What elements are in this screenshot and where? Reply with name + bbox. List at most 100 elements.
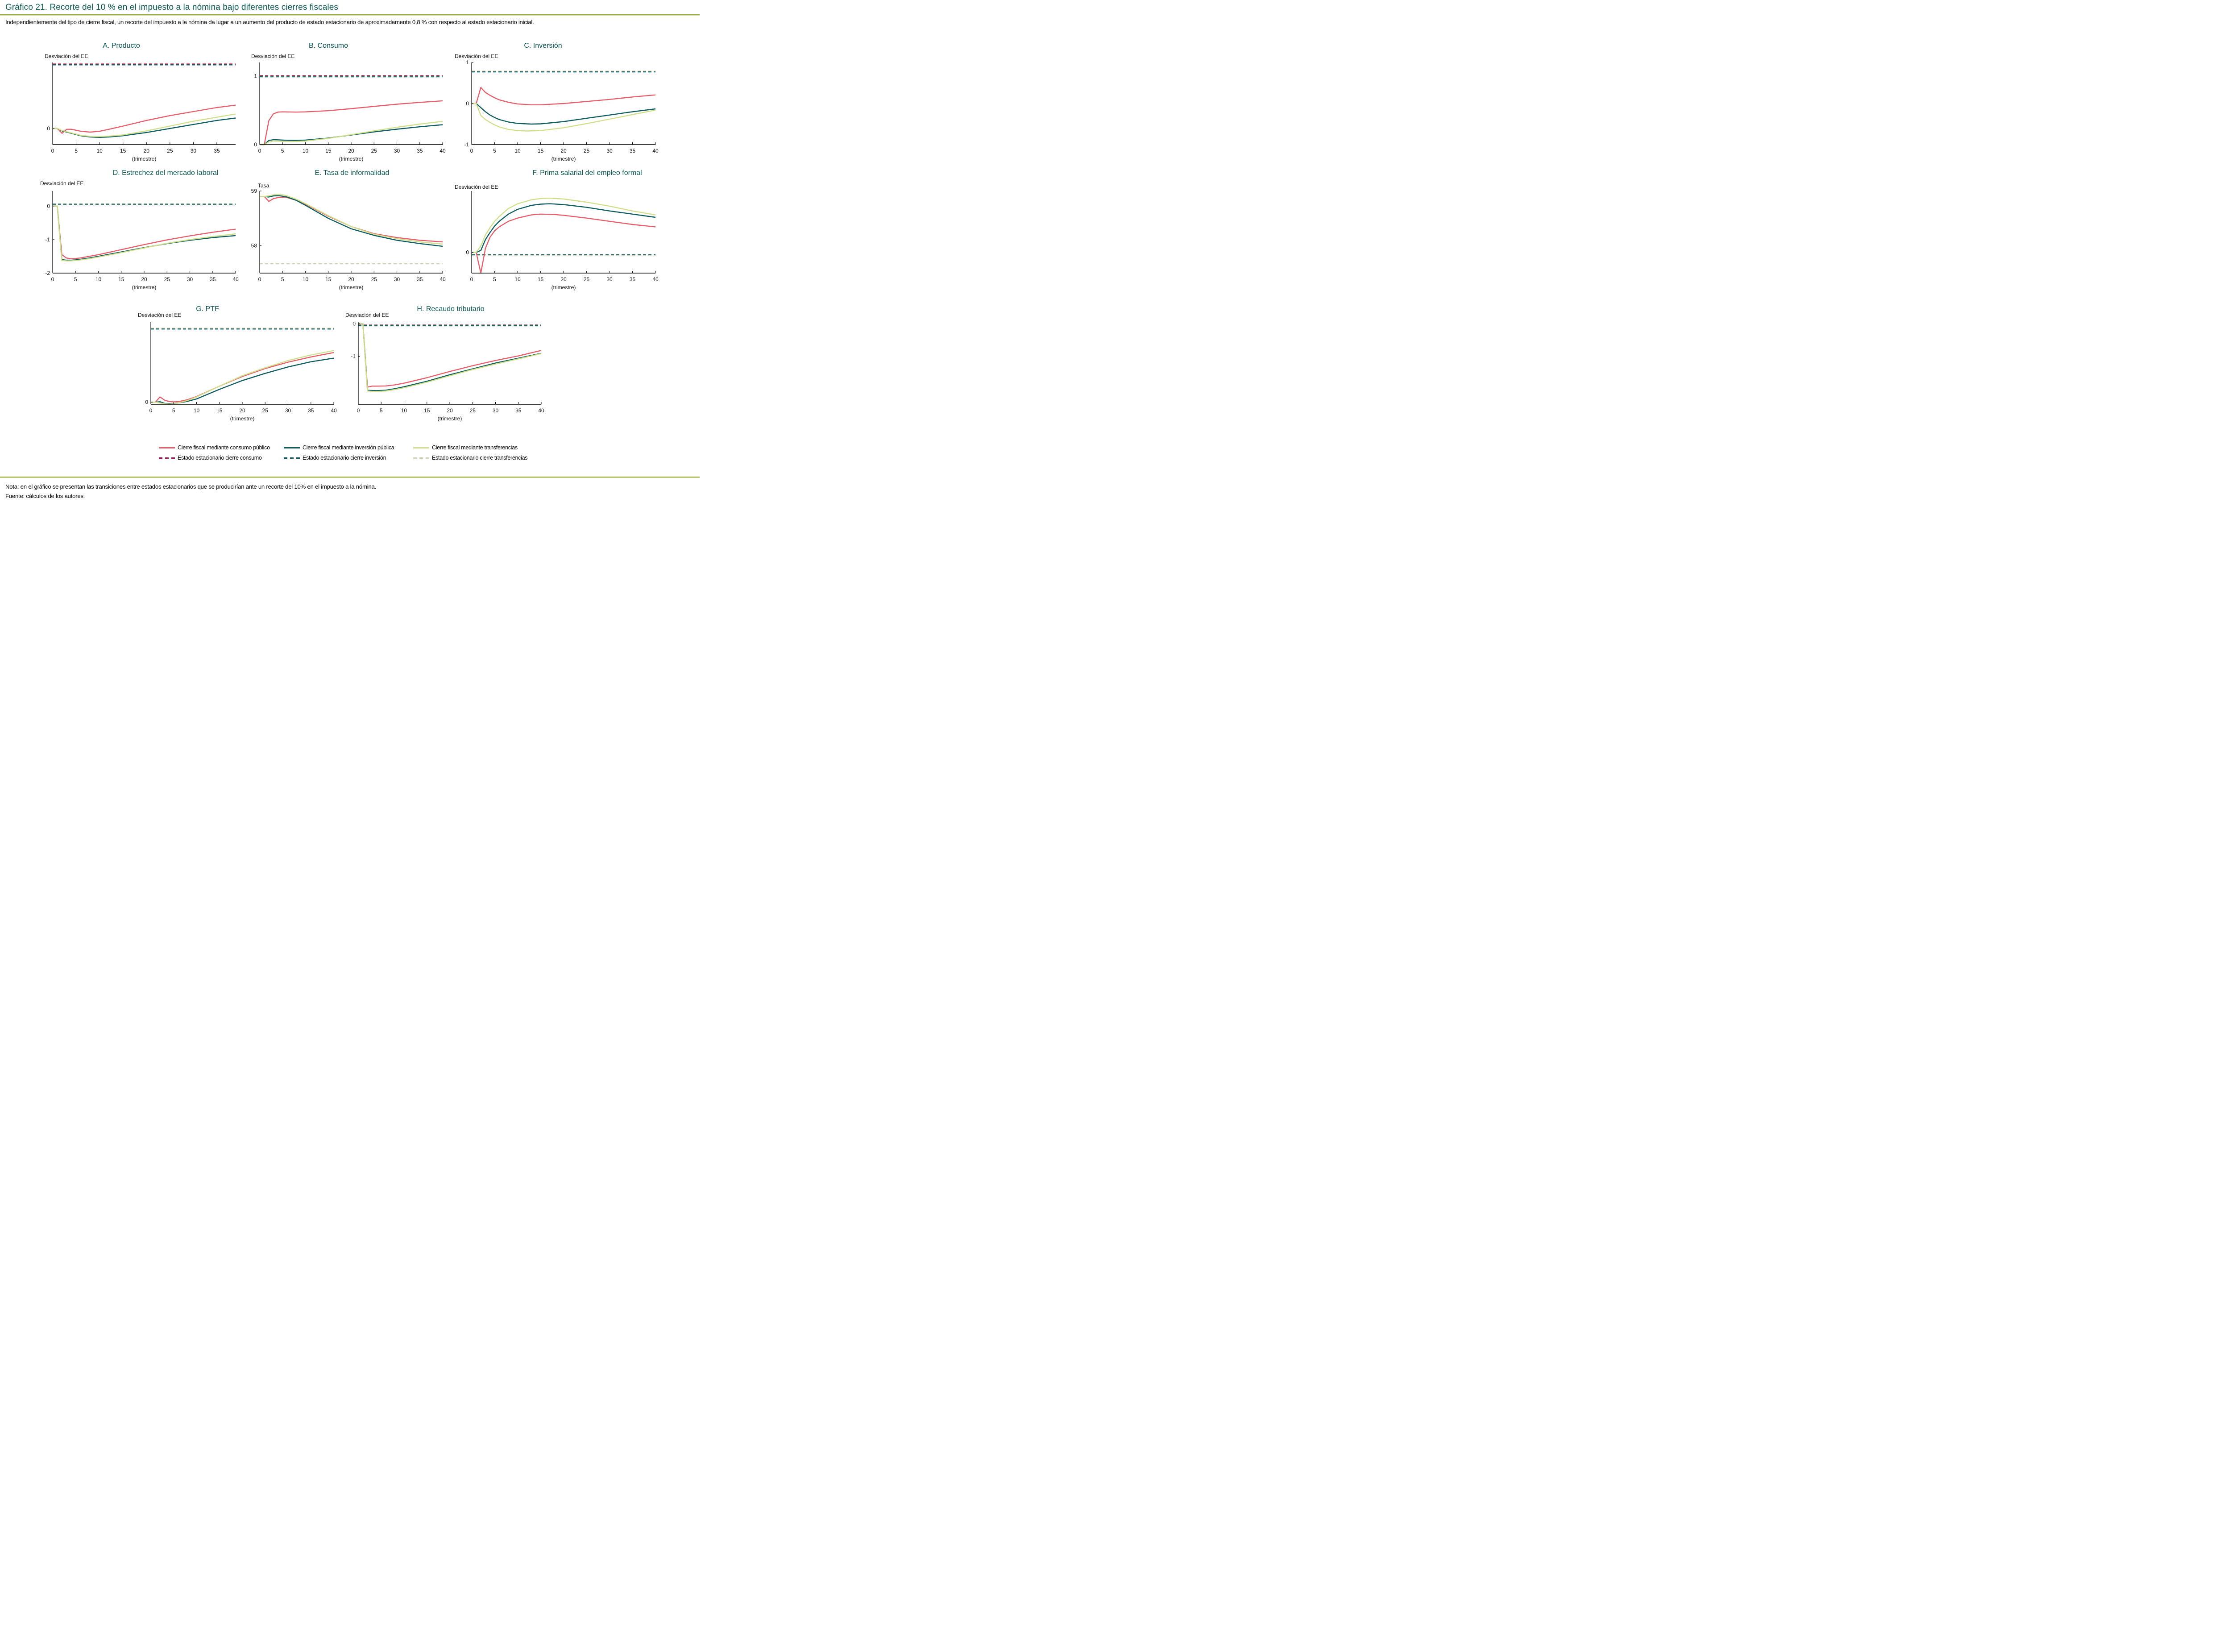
x-tick-label: 30: [606, 148, 613, 154]
legend-item-ss-consumo: Estado estacionario cierre consumo: [159, 455, 262, 461]
y-axis-label: Desviación del EE: [138, 312, 181, 318]
y-tick-label: 0: [145, 399, 148, 405]
series-line-inversion: [260, 195, 443, 247]
panel-f: F. Prima salarial del empleo formal Desvi…: [455, 169, 659, 291]
footer-source: Fuente: cálculos de los autores.: [5, 493, 85, 499]
x-axis-label: (trimestre): [552, 156, 576, 162]
panel-title: C. Inversión: [524, 42, 562, 50]
x-tick-label: 35: [417, 276, 423, 282]
x-tick-label: 10: [95, 276, 102, 282]
x-tick-label: 15: [538, 148, 544, 154]
x-tick-label: 25: [470, 407, 476, 414]
y-tick-label: 0: [254, 141, 257, 148]
x-tick-label: 30: [394, 276, 400, 282]
y-axis-label: Desviación del EE: [455, 184, 498, 190]
legend-label: Cierre fiscal mediante consumo público: [178, 444, 270, 451]
x-axis-label: (trimestre): [132, 156, 157, 162]
legend-label: Cierre fiscal mediante inversión pública: [303, 444, 394, 451]
x-axis-label: (trimestre): [230, 415, 255, 422]
title-rule: [0, 14, 700, 16]
x-tick-label: 20: [447, 407, 453, 414]
x-tick-label: 25: [262, 407, 269, 414]
x-tick-label: 40: [440, 148, 446, 154]
series-line-transferencias: [358, 323, 542, 392]
x-tick-label: 5: [380, 407, 383, 414]
legend-item-ss-transferencias: Estado estacionario cierre transferencia…: [413, 455, 528, 461]
x-tick-label: 15: [424, 407, 430, 414]
x-tick-label: 15: [325, 276, 332, 282]
x-tick-label: 20: [348, 276, 354, 282]
x-tick-label: 0: [51, 148, 54, 154]
panel-g: G. PTF Desviación del EE 0 5 10 15 20 25 30 35 40 0…: [138, 305, 337, 422]
series-line-inversion: [472, 103, 656, 125]
x-tick-label: 35: [210, 276, 216, 282]
x-tick-label: 10: [514, 148, 521, 154]
y-tick-label: 1: [466, 59, 469, 66]
series-line-inversion: [151, 357, 334, 404]
x-tick-label: 20: [144, 148, 150, 154]
x-axis-label: (trimestre): [438, 415, 462, 422]
y-tick-label: -2: [45, 270, 50, 276]
legend-item-consumo: Cierre fiscal mediante consumo público: [159, 444, 270, 451]
legend-swatch-consumo: [159, 447, 175, 448]
x-tick-label: 20: [348, 148, 354, 154]
legend-item-ss-inversion: Estado estacionario cierre inversión: [284, 455, 386, 461]
x-tick-label: 30: [606, 276, 613, 282]
x-tick-label: 30: [187, 276, 193, 282]
x-tick-label: 35: [630, 276, 636, 282]
panel-title: G. PTF: [196, 305, 219, 313]
x-tick-label: 5: [75, 148, 78, 154]
figure-title: Gráfico 21. Recorte del 10 % en el impue…: [5, 3, 338, 12]
series-line-transferencias: [472, 197, 656, 253]
x-tick-label: 25: [164, 276, 170, 282]
x-tick-label: 5: [281, 148, 284, 154]
y-tick-label: 0: [47, 125, 50, 132]
x-tick-label: 15: [118, 276, 124, 282]
x-tick-label: 30: [285, 407, 291, 414]
x-tick-label: 35: [308, 407, 314, 414]
panel-title: E. Tasa de informalidad: [315, 169, 390, 177]
series-line-consumo: [151, 352, 334, 403]
panel-e: E. Tasa de informalidad Tasa 0 5 10 15 20 25 30 3…: [251, 169, 446, 291]
x-tick-label: 40: [440, 276, 446, 282]
x-tick-label: 15: [216, 407, 223, 414]
x-axis-label: (trimestre): [339, 156, 364, 162]
series-line-transferencias: [151, 350, 334, 405]
x-tick-label: 35: [214, 148, 220, 154]
panel-title: D. Estrechez del mercado laboral: [113, 169, 219, 177]
x-axis-label: (trimestre): [132, 284, 157, 291]
y-axis-label: Desviación del EE: [40, 180, 83, 187]
panel-a: A. Producto Desviación del EE 0 5 10 15 20 25 30…: [45, 42, 236, 162]
figure-subtitle: Independientemente del tipo de cierre fi…: [5, 19, 534, 25]
series-line-inversion: [260, 124, 443, 145]
series-line-consumo: [260, 100, 443, 145]
x-tick-label: 40: [331, 407, 337, 414]
y-tick-label: 0: [352, 321, 356, 327]
y-tick-label: 59: [251, 188, 257, 194]
panel-h: H. Recaudo tributario Desviación del EE 0 5…: [345, 305, 544, 422]
x-tick-label: 20: [560, 276, 567, 282]
legend-item-inversion: Cierre fiscal mediante inversión pública: [284, 444, 394, 451]
y-axis-label: Desviación del EE: [251, 53, 294, 59]
x-tick-label: 10: [96, 148, 103, 154]
y-axis-label: Desviación del EE: [45, 53, 88, 59]
x-tick-label: 15: [538, 276, 544, 282]
x-tick-label: 10: [303, 148, 309, 154]
x-tick-label: 25: [584, 276, 590, 282]
x-tick-label: 0: [470, 148, 473, 154]
series-line-consumo: [53, 205, 236, 259]
y-axis-label: Desviación del EE: [345, 312, 389, 318]
panel-title: A. Producto: [103, 42, 140, 50]
x-tick-label: 10: [514, 276, 521, 282]
series-line-inversion: [472, 203, 656, 253]
legend-label: Cierre fiscal mediante transferencias: [432, 444, 518, 451]
y-tick-label: 0: [47, 203, 50, 209]
x-tick-label: 25: [167, 148, 173, 154]
x-tick-label: 5: [281, 276, 284, 282]
y-tick-label: -1: [45, 237, 50, 243]
panel-title: H. Recaudo tributario: [417, 305, 484, 313]
x-tick-label: 5: [74, 276, 77, 282]
x-tick-label: 35: [417, 148, 423, 154]
series-line-transferencias: [260, 120, 443, 145]
